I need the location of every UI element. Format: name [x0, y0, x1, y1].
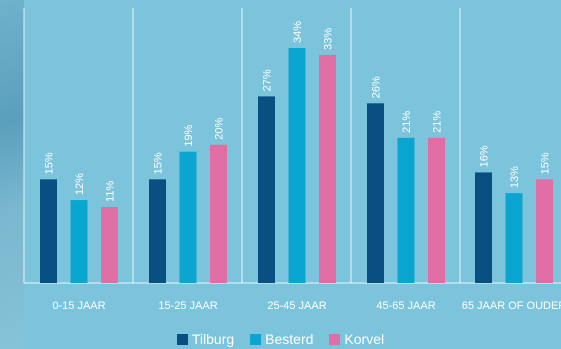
legend-label-tilburg: Tilburg — [191, 331, 235, 347]
data-label-besterd-3: 21% — [401, 111, 413, 133]
category-label-4: 65 JAAR OF OUDER — [462, 300, 561, 312]
background-texture — [0, 0, 24, 349]
bar-tilburg-1 — [149, 179, 166, 283]
bar-besterd-1 — [179, 151, 197, 283]
bar-tilburg-3 — [367, 103, 384, 283]
bar-besterd-0 — [70, 200, 88, 283]
data-label-tilburg-3: 26% — [371, 76, 383, 98]
data-label-tilburg-4: 16% — [479, 145, 491, 167]
data-label-besterd-4: 13% — [509, 166, 521, 188]
bar-korvel-4 — [536, 179, 553, 283]
data-label-besterd-0: 12% — [74, 173, 86, 195]
bar-korvel-3 — [428, 137, 445, 283]
data-label-korvel-3: 21% — [432, 111, 444, 133]
legend-item-tilburg: Tilburg — [176, 331, 235, 347]
legend-swatch-tilburg — [176, 333, 188, 345]
legend-item-besterd: Besterd — [250, 331, 313, 347]
legend-item-korvel: Korvel — [329, 331, 384, 347]
legend-label-besterd: Besterd — [265, 331, 314, 347]
bar-korvel-2 — [319, 54, 336, 283]
data-label-korvel-1: 20% — [214, 118, 226, 140]
bar-korvel-0 — [101, 206, 118, 283]
bar-besterd-4 — [505, 193, 523, 283]
legend-swatch-korvel — [329, 333, 341, 345]
legend-swatch-besterd — [250, 333, 262, 345]
data-label-korvel-0: 11% — [105, 181, 117, 202]
bar-tilburg-0 — [40, 179, 57, 283]
data-label-tilburg-1: 15% — [153, 152, 165, 174]
bar-besterd-3 — [397, 137, 415, 283]
bar-tilburg-4 — [475, 172, 492, 283]
data-label-besterd-2: 34% — [292, 21, 304, 43]
category-label-3: 45-65 JAAR — [376, 300, 435, 312]
category-label-2: 25-45 JAAR — [267, 300, 326, 312]
bar-korvel-1 — [210, 144, 227, 283]
data-label-korvel-2: 33% — [323, 28, 335, 50]
category-label-1: 15-25 JAAR — [158, 300, 217, 312]
data-label-besterd-1: 19% — [183, 124, 195, 146]
bar-tilburg-2 — [258, 96, 275, 283]
legend: Tilburg Besterd Korvel — [0, 331, 561, 347]
bar-besterd-2 — [288, 48, 306, 283]
data-label-korvel-4: 15% — [540, 152, 552, 174]
data-label-tilburg-0: 15% — [44, 152, 56, 174]
data-label-tilburg-2: 27% — [262, 69, 274, 91]
category-label-0: 0-15 JAAR — [52, 300, 105, 312]
bar-chart: 15% 15% 27% 26% 16% 12% 19% 34% 21% 13% 11% 20% 33% 2… — [23, 8, 561, 312]
legend-label-korvel: Korvel — [344, 331, 385, 347]
